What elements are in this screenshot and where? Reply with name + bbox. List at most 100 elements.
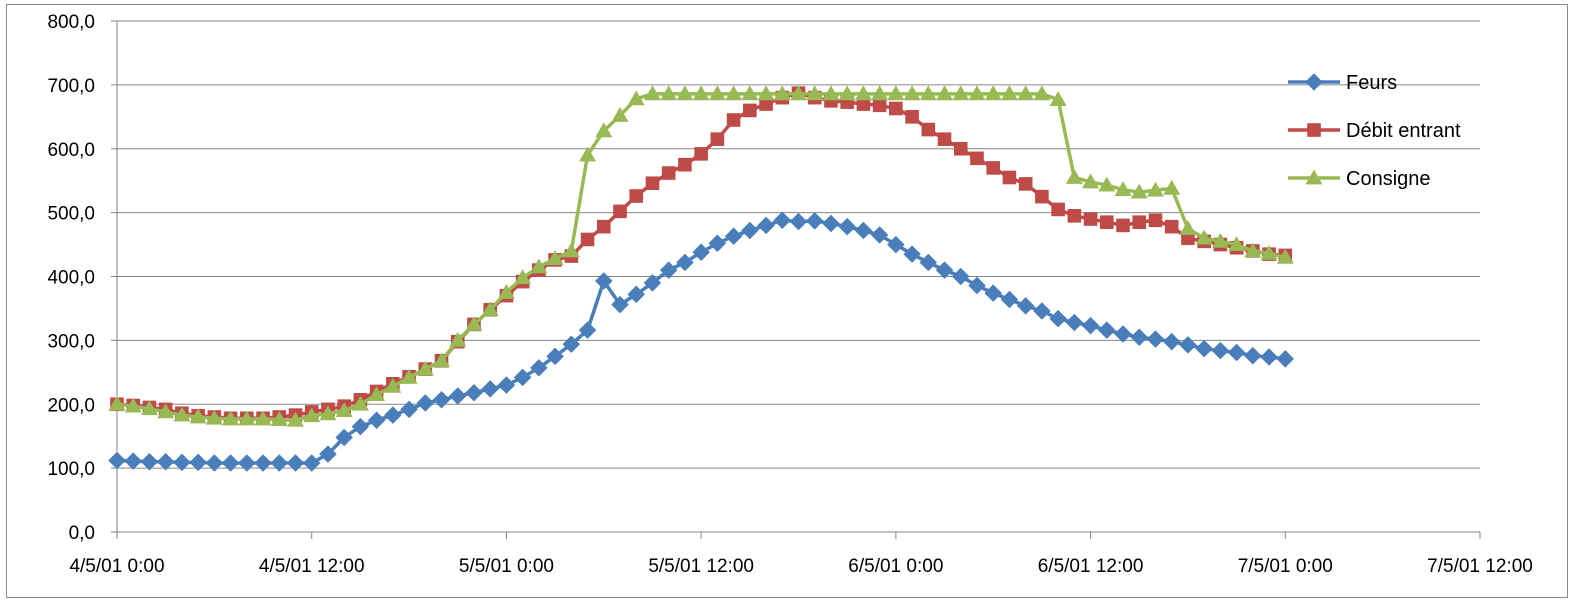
data-point bbox=[108, 395, 126, 411]
data-point bbox=[743, 103, 757, 118]
data-point bbox=[562, 242, 580, 258]
data-point bbox=[903, 85, 921, 101]
data-point bbox=[629, 189, 644, 203]
data-point bbox=[692, 85, 710, 101]
data-point bbox=[676, 85, 694, 101]
data-point bbox=[1276, 350, 1295, 368]
data-point bbox=[124, 397, 142, 413]
data-point bbox=[935, 261, 954, 279]
data-point bbox=[1162, 332, 1181, 351]
y-tick-label: 400,0 bbox=[47, 268, 95, 289]
data-point bbox=[725, 85, 743, 101]
data-point bbox=[1243, 346, 1262, 365]
data-point bbox=[854, 85, 872, 101]
data-point bbox=[433, 352, 451, 368]
series bbox=[108, 85, 1295, 472]
data-point bbox=[838, 85, 856, 101]
data-point bbox=[140, 400, 158, 416]
data-point bbox=[1130, 328, 1149, 347]
data-point bbox=[1018, 177, 1033, 191]
data-point bbox=[953, 141, 968, 156]
data-point bbox=[1146, 181, 1164, 197]
data-point bbox=[1049, 91, 1067, 106]
data-point bbox=[383, 406, 402, 424]
data-point bbox=[692, 243, 710, 262]
data-point bbox=[367, 411, 386, 430]
data-point bbox=[773, 211, 792, 230]
data-point bbox=[546, 347, 564, 366]
data-point bbox=[1114, 325, 1132, 343]
y-tick-label: 600,0 bbox=[47, 140, 95, 161]
data-point bbox=[1244, 242, 1262, 258]
data-point bbox=[497, 283, 515, 299]
data-point bbox=[335, 402, 353, 418]
data-point bbox=[514, 269, 532, 285]
data-point bbox=[302, 454, 321, 472]
data-point bbox=[805, 212, 824, 230]
data-point bbox=[140, 452, 159, 471]
data-point bbox=[984, 85, 1002, 101]
y-tick-label: 300,0 bbox=[47, 331, 95, 352]
data-point bbox=[740, 221, 759, 240]
data-point bbox=[108, 451, 126, 470]
data-point bbox=[694, 147, 708, 161]
data-point bbox=[465, 383, 483, 402]
data-point bbox=[986, 161, 1001, 175]
data-point bbox=[887, 235, 905, 254]
data-point bbox=[1148, 213, 1163, 228]
data-point bbox=[611, 295, 629, 314]
y-tick-label: 500,0 bbox=[47, 204, 95, 225]
data-point bbox=[562, 335, 581, 354]
data-point bbox=[919, 253, 938, 272]
data-point bbox=[708, 85, 726, 101]
data-point bbox=[1098, 176, 1116, 192]
data-point bbox=[611, 107, 629, 122]
data-point bbox=[790, 85, 807, 101]
data-point bbox=[286, 454, 305, 472]
data-point bbox=[1114, 181, 1132, 197]
data-point bbox=[335, 428, 354, 447]
data-point bbox=[936, 85, 954, 101]
data-point bbox=[254, 454, 272, 472]
data-point bbox=[1163, 179, 1181, 195]
data-point bbox=[676, 253, 694, 272]
data-point bbox=[643, 274, 662, 292]
y-axis-tick-labels: 0,0 100,0 200,0 300,0 400,0 500,0 600,0 700,0 80… bbox=[47, 12, 95, 544]
data-point bbox=[726, 113, 741, 127]
data-point bbox=[1065, 168, 1083, 184]
data-point bbox=[173, 406, 191, 422]
data-point bbox=[1033, 302, 1051, 320]
data-point bbox=[871, 85, 889, 101]
data-point bbox=[1276, 248, 1294, 264]
x-tick-label: 7/5/01 12:00 bbox=[1427, 556, 1533, 577]
data-point bbox=[238, 410, 256, 426]
data-point bbox=[741, 85, 759, 101]
data-point bbox=[854, 221, 873, 240]
data-point bbox=[1195, 229, 1213, 245]
data-point bbox=[205, 409, 223, 425]
data-point bbox=[580, 232, 595, 247]
data-point bbox=[613, 204, 627, 219]
x-tick-label: 5/5/01 0:00 bbox=[459, 556, 554, 577]
legend-item-d-bit-entrant: Débit entrant bbox=[1288, 120, 1461, 142]
data-point bbox=[351, 395, 369, 411]
data-point bbox=[595, 122, 613, 138]
data-point bbox=[872, 98, 887, 113]
data-point bbox=[1146, 330, 1165, 348]
legend-label: Débit entrant bbox=[1346, 120, 1461, 142]
data-point bbox=[1195, 339, 1214, 358]
data-point bbox=[951, 267, 970, 286]
x-tick-label: 7/5/01 0:00 bbox=[1238, 556, 1333, 577]
data-point bbox=[1000, 85, 1018, 101]
data-point bbox=[1000, 290, 1019, 309]
data-point bbox=[1083, 212, 1098, 226]
x-tick-label: 6/5/01 12:00 bbox=[1038, 556, 1144, 577]
series-consigne bbox=[108, 85, 1294, 427]
data-point bbox=[497, 376, 516, 394]
data-point bbox=[710, 132, 725, 146]
data-point bbox=[838, 217, 857, 236]
data-point bbox=[937, 132, 952, 146]
x-axis-tick-labels: 4/5/01 0:00 4/5/01 12:00 5/5/01 0:00 5/5/01… bbox=[69, 556, 1532, 577]
data-point bbox=[1033, 85, 1051, 101]
data-point bbox=[254, 410, 272, 426]
